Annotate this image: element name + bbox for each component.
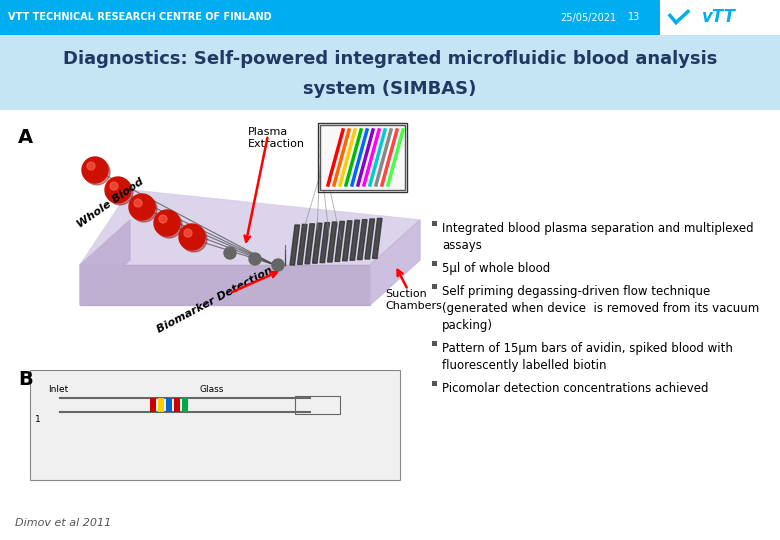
Bar [0,110,780,540]
Polygon shape [297,225,307,265]
Circle shape [179,224,205,250]
Circle shape [154,210,180,236]
Text: 5μl of whole blood: 5μl of whole blood [442,262,550,275]
Text: (generated when device  is removed from its vacuum: (generated when device is removed from i… [442,302,759,315]
Text: A: A [18,128,33,147]
Polygon shape [373,218,382,259]
Text: vTT: vTT [702,9,736,26]
Circle shape [105,177,131,203]
Polygon shape [290,225,300,265]
Polygon shape [350,220,360,260]
Bar [158,397,164,412]
Text: VTT TECHNICAL RESEARCH CENTRE OF FINLAND: VTT TECHNICAL RESEARCH CENTRE OF FINLAND [8,12,271,23]
Bar [320,125,405,190]
Polygon shape [80,265,370,305]
Text: Pattern of 15μm bars of avidin, spiked blood with: Pattern of 15μm bars of avidin, spiked b… [442,342,733,355]
Text: Inlet: Inlet [48,386,69,394]
Bar [432,284,437,289]
Circle shape [134,199,142,207]
Circle shape [110,182,118,190]
Circle shape [156,212,182,238]
Polygon shape [80,190,420,265]
Circle shape [107,179,133,205]
Text: Whole Blood: Whole Blood [75,177,145,230]
Text: Suction
Chambers: Suction Chambers [385,289,442,311]
Text: Plasma
Extraction: Plasma Extraction [248,127,305,148]
Polygon shape [328,222,337,262]
Text: Integrated blood plasma separation and multiplexed: Integrated blood plasma separation and m… [442,222,753,235]
Text: B: B [18,370,33,389]
Polygon shape [305,224,314,264]
Circle shape [184,229,192,237]
Polygon shape [342,221,352,261]
Bar [432,341,437,346]
Circle shape [224,247,236,259]
Bar [182,397,188,412]
Bar [432,221,437,226]
Circle shape [129,194,155,220]
Text: packing): packing) [442,319,493,332]
Bar [0,0,780,35]
Bar [432,381,437,386]
Bar [166,397,172,412]
Polygon shape [313,223,322,263]
Bar [174,397,180,412]
Bar [432,261,437,266]
Text: Glass: Glass [200,386,225,394]
Text: Biomarker Detection: Biomarker Detection [155,265,274,335]
Circle shape [131,196,157,222]
Circle shape [272,259,284,271]
Bar [30,370,400,480]
Polygon shape [365,219,374,259]
Circle shape [84,159,110,185]
Circle shape [82,157,108,183]
Circle shape [181,226,207,252]
Circle shape [159,215,167,223]
Bar [318,123,407,192]
Polygon shape [357,220,367,260]
Text: Dimov et al 2011: Dimov et al 2011 [15,518,112,528]
Text: fluorescently labelled biotin: fluorescently labelled biotin [442,359,607,372]
Text: 25/05/2021: 25/05/2021 [560,12,616,23]
Text: Picomolar detection concentrations achieved: Picomolar detection concentrations achie… [442,382,708,395]
Text: assays: assays [442,239,482,252]
Bar [150,397,156,412]
Polygon shape [320,222,329,262]
Text: 13: 13 [628,12,640,23]
Text: Diagnostics: Self-powered integrated microfluidic blood analysis: Diagnostics: Self-powered integrated mic… [63,50,717,68]
Bar [295,395,340,414]
Polygon shape [370,220,420,305]
Polygon shape [335,221,345,261]
Circle shape [87,162,95,170]
Bar [0,35,780,110]
Polygon shape [80,220,130,305]
Text: system (SIMBAS): system (SIMBAS) [303,80,477,98]
Text: 1: 1 [35,415,41,424]
Text: Self priming degassing-driven flow technique: Self priming degassing-driven flow techn… [442,285,711,298]
Circle shape [249,253,261,265]
Bar [660,0,780,35]
